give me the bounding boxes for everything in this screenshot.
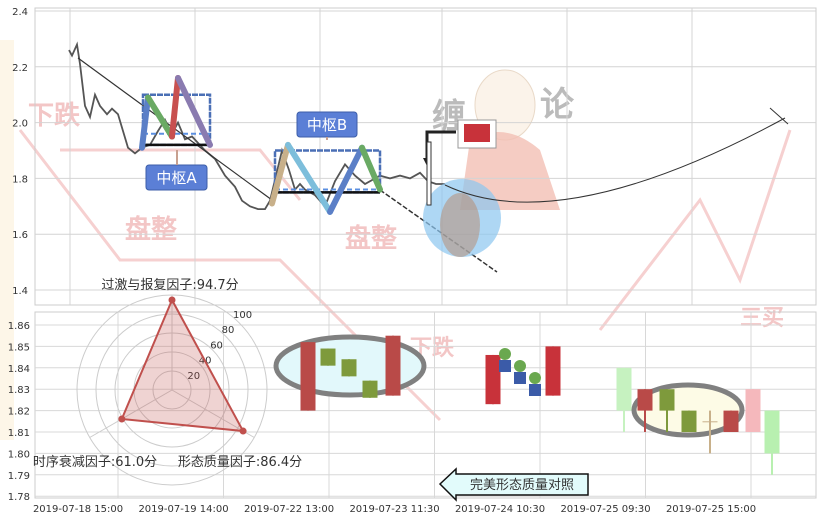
y-tick-label: 2.0 xyxy=(12,119,28,130)
watermark-text: 盘整 xyxy=(125,214,177,245)
left-margin-shade xyxy=(0,40,14,440)
candle-body xyxy=(764,410,780,454)
candle-body xyxy=(362,380,378,398)
radar-axis-label: 时序衰减因子:61.0分 xyxy=(33,454,157,470)
upper-price-panel: 2.4 2.2 2.0 1.8 1.6 1.4 中枢A 中枢B xyxy=(12,7,817,306)
radar-point xyxy=(239,427,247,435)
y-tick-label: 1.8 xyxy=(12,174,28,185)
radar-chart: 20406080100过激与报复因子:94.7分形态质量因子:86.4分时序衰减… xyxy=(33,278,302,486)
candle-body xyxy=(702,421,718,423)
y-tick-label: 1.84 xyxy=(8,364,30,375)
candle-body xyxy=(485,354,501,405)
callout-text: 完美形态质量对照 xyxy=(470,478,574,493)
y-tick-label: 2.2 xyxy=(12,63,28,74)
radar-ring-label: 20 xyxy=(187,371,200,382)
candle-body xyxy=(659,389,675,411)
radar-point xyxy=(118,415,126,423)
radar-ring-label: 60 xyxy=(210,340,223,351)
lower-plot-frame xyxy=(34,311,817,499)
y-tick-label: 1.80 xyxy=(8,449,30,460)
zigzag-stroke xyxy=(359,144,383,193)
y-tick-label: 1.81 xyxy=(8,428,30,439)
watermark-text: 论 xyxy=(540,85,575,125)
candle-body xyxy=(341,359,357,377)
sprite-head xyxy=(529,372,541,384)
candle-body xyxy=(681,410,697,432)
y-tick-label: 1.86 xyxy=(8,321,30,332)
sprite-body xyxy=(499,360,511,372)
candle-body xyxy=(723,410,739,432)
x-tick-label: 2019-07-23 11:30 xyxy=(349,504,439,515)
upper-plot-frame xyxy=(34,7,817,306)
candle-body xyxy=(300,342,316,411)
thumbnail-image xyxy=(464,124,490,142)
y-tick-label: 1.78 xyxy=(8,492,30,503)
candle-body xyxy=(616,367,632,411)
zigzag-stroke xyxy=(139,94,151,151)
x-tick-label: 2019-07-24 10:30 xyxy=(455,504,545,515)
zigzag-stroke xyxy=(285,141,333,215)
radar-ring-label: 100 xyxy=(233,310,252,321)
y-tick-label: 1.85 xyxy=(8,342,30,353)
y-tick-label: 1.6 xyxy=(12,230,28,241)
pivot-label: 中枢B xyxy=(307,116,347,134)
candle-body xyxy=(545,346,561,396)
radar-axis-label: 过激与报复因子:94.7分 xyxy=(101,278,238,293)
projection-arc xyxy=(444,117,786,203)
callout-quality-compare: 完美形态质量对照 xyxy=(438,467,589,502)
sprite-body xyxy=(529,384,541,396)
candle-body xyxy=(637,389,653,411)
candle-body xyxy=(320,348,336,366)
sprite-body xyxy=(514,372,526,384)
x-tick-label: 2019-07-25 15:00 xyxy=(666,504,756,515)
watermark-text: 三买 xyxy=(740,306,784,331)
watermark-text: 盘整 xyxy=(345,223,397,254)
zigzag-stroke xyxy=(269,141,291,207)
current-bar-marker xyxy=(426,141,432,206)
zigzag-stroke xyxy=(145,94,175,140)
y-tick-label: 1.4 xyxy=(12,286,28,297)
x-tick-label: 2019-07-22 13:00 xyxy=(244,504,334,515)
target-overlay xyxy=(440,193,480,257)
candle-body xyxy=(745,389,761,432)
zigzag-stroke xyxy=(169,74,181,140)
sprite-head xyxy=(514,360,526,372)
arc-end-tick xyxy=(769,107,789,125)
x-tick-label: 2019-07-19 14:00 xyxy=(138,504,228,515)
y-tick-label: 2.4 xyxy=(12,7,28,18)
x-tick-label: 2019-07-25 09:30 xyxy=(560,504,650,515)
radar-ring-label: 80 xyxy=(222,325,235,336)
radar-axis-label: 形态质量因子:86.4分 xyxy=(178,455,302,470)
candle-body xyxy=(385,335,401,396)
y-tick-label: 1.79 xyxy=(8,471,30,482)
lower-candle-panel: 1.861.851.841.831.821.811.801.791.782019… xyxy=(8,311,817,515)
watermark-text: 下跌 xyxy=(28,101,80,131)
x-tick-label: 2019-07-18 15:00 xyxy=(33,504,123,515)
price-line xyxy=(68,41,445,211)
y-tick-label: 1.83 xyxy=(8,385,30,396)
radar-area xyxy=(120,297,245,433)
radar-axis xyxy=(89,389,173,438)
pivot-label: 中枢A xyxy=(156,169,197,187)
y-tick-label: 1.82 xyxy=(8,407,30,418)
zigzag-stroke xyxy=(327,144,365,215)
radar-point xyxy=(168,296,176,304)
sprite-head xyxy=(499,348,511,360)
zigzag-stroke xyxy=(175,74,213,148)
